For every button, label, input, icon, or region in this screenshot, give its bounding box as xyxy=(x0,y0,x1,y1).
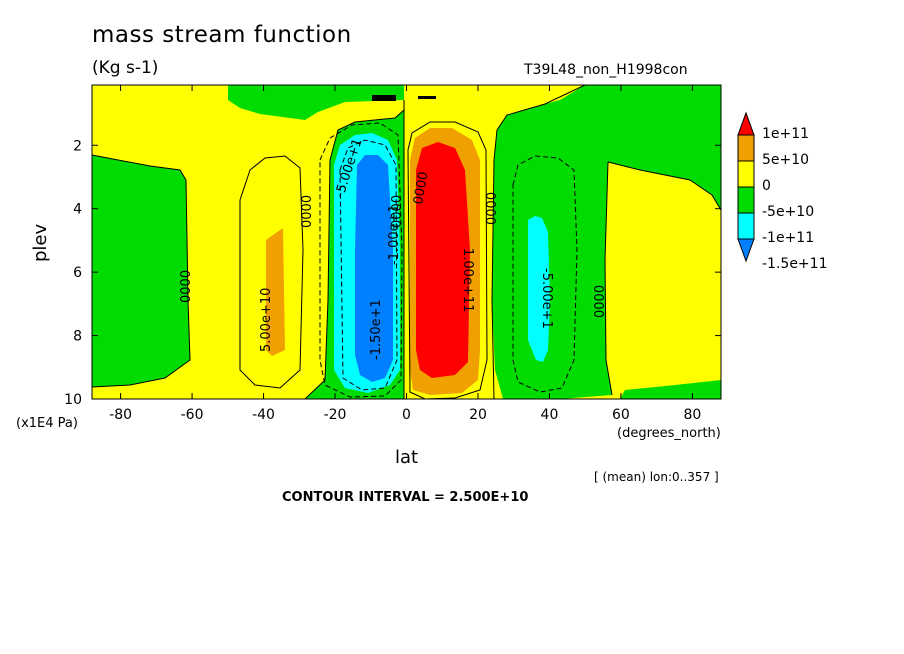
green-region-bottom-right xyxy=(620,380,721,399)
colorbar-label: -5e+10 xyxy=(762,204,815,220)
units-label: (Kg s-1) xyxy=(92,58,159,78)
contour-label-zero-5: 0000 xyxy=(593,285,608,318)
x-axis-ticks: -80 -60 -40 -20 0 20 40 60 80 xyxy=(109,85,701,423)
x-axis-label: lat xyxy=(395,447,419,468)
contour-zero-south-polar xyxy=(92,154,191,388)
y-tick-label: 6 xyxy=(73,265,82,281)
chart-title: mass stream function xyxy=(92,22,352,48)
y-axis-unit: (x1E4 Pa) xyxy=(16,416,78,431)
blue-region-south-hadley xyxy=(355,155,393,382)
contour-zero-north xyxy=(491,85,586,399)
green-region-top-left xyxy=(228,85,404,120)
x-tick-label: 60 xyxy=(612,407,630,423)
contour-label-south-hadley-inner: -1.50e+1 xyxy=(369,299,384,360)
y-tick-label: 4 xyxy=(73,202,82,218)
x-axis-unit: (degrees_north) xyxy=(617,426,721,441)
contour-label-zero-2: 0000 xyxy=(300,195,315,228)
colorbar-bottom-triangle xyxy=(737,238,755,263)
contour-zero-south-hadley xyxy=(304,109,405,399)
red-region-north-hadley xyxy=(416,142,470,378)
contour-positive-north-outer xyxy=(407,121,488,399)
colorbar xyxy=(737,111,755,263)
y-tick-label: 8 xyxy=(73,329,82,345)
cyan-region-north-ferrel xyxy=(528,216,550,362)
colorbar-top-triangle xyxy=(737,111,755,136)
contour-zero-north-polar xyxy=(607,161,721,211)
x-tick-label: 40 xyxy=(541,407,559,423)
colorbar-segment xyxy=(737,160,755,188)
contour-label-south-hadley-mid: -1.00e+1 xyxy=(387,204,402,265)
contour-label-zero-1: 0000 xyxy=(179,270,194,303)
colorbar-segment xyxy=(737,134,755,162)
colorbar-segment xyxy=(737,186,755,214)
contour-positive-south-outer xyxy=(239,155,304,389)
contour-negative-south-outer xyxy=(319,122,403,398)
colorbar-label: 0 xyxy=(762,178,771,194)
x-tick-label: 20 xyxy=(469,407,487,423)
x-tick-label: -80 xyxy=(109,407,132,423)
contour-interval-note: CONTOUR INTERVAL = 2.500E+10 xyxy=(282,490,529,505)
mean-note: [ (mean) lon:0..357 ] xyxy=(594,470,719,484)
run-name-label: T39L48_non_H1998con xyxy=(524,62,688,78)
x-tick-label: -20 xyxy=(324,407,347,423)
colorbar-segment xyxy=(737,212,755,240)
contour-label-zero-6: 0000 xyxy=(411,170,432,205)
contour-label-north-ferrel: -5.00e+1 xyxy=(539,268,554,329)
contour-zero-north-ferrel xyxy=(604,161,613,396)
orange-region-south xyxy=(266,228,285,356)
colorbar-label: -1e+11 xyxy=(762,230,815,246)
colorbar-label: -1.5e+11 xyxy=(762,256,828,272)
x-tick-label: -60 xyxy=(181,407,204,423)
small-feature-top-2 xyxy=(418,96,436,99)
contour-label-zero-3: 0000 xyxy=(390,195,405,228)
colorbar-label: 1e+11 xyxy=(762,126,810,142)
small-feature-top-1 xyxy=(372,95,396,101)
y-tick-label: 10 xyxy=(64,392,82,408)
contour-label-north-hadley: 1.00e+11 xyxy=(460,248,475,312)
contour-negative-south-inner xyxy=(339,139,398,391)
y-axis-label: plev xyxy=(30,223,51,262)
contour-label-south-positive: 5.00e+10 xyxy=(259,288,274,352)
y-tick-label: 2 xyxy=(73,138,82,154)
contour-label-zero-4: 0000 xyxy=(485,192,500,225)
x-tick-label: 0 xyxy=(402,407,411,423)
x-tick-label: 80 xyxy=(683,407,701,423)
x-tick-label: -40 xyxy=(252,407,275,423)
y-axis-ticks: 2 4 6 8 10 xyxy=(64,138,721,408)
contour-negative-north-outer xyxy=(512,155,578,393)
colorbar-label: 5e+10 xyxy=(762,152,810,168)
green-region-south-polar xyxy=(92,155,190,387)
